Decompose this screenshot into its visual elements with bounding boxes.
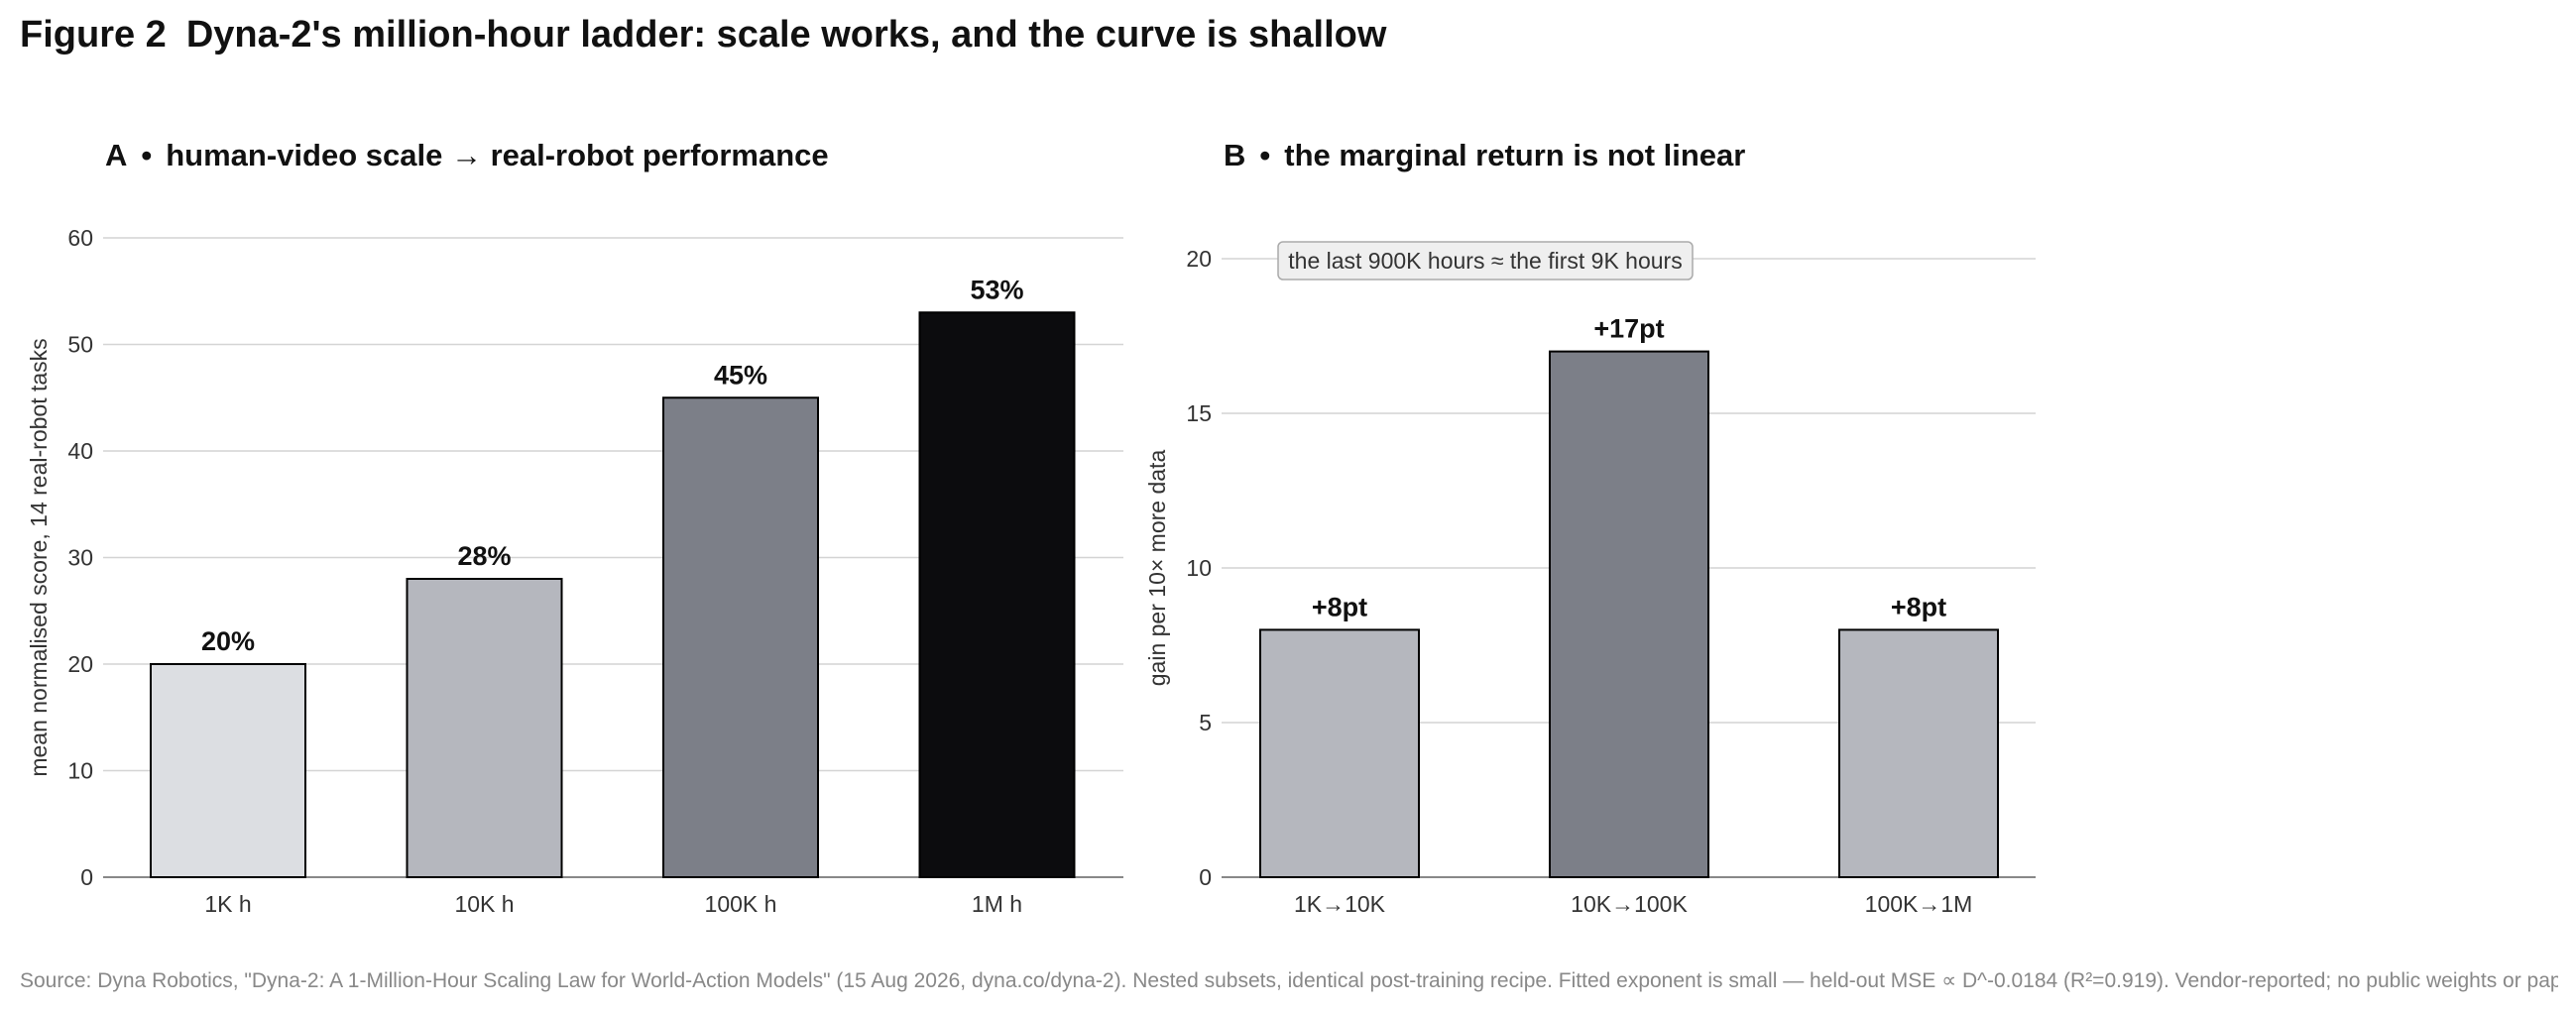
panel-b-ytick-label: 5 [1199, 710, 1212, 735]
panel-a-value-label: 45% [714, 360, 767, 390]
panel-a-ytick-label: 0 [80, 864, 93, 890]
figure-title: Figure 2 Dyna-2's million-hour ladder: sc… [20, 10, 1386, 59]
panel-a-bar [918, 311, 1076, 878]
panel-b-annotation-box [1277, 241, 1694, 281]
panel-b-title-text: the marginal return is not linear [1284, 138, 1746, 172]
figure-number: Figure 2 [20, 14, 167, 56]
panel-b-ytick-label: 20 [1186, 246, 1212, 272]
panel-a-title: A • human-video scale → real-robot perform… [105, 136, 829, 175]
panel-a-value-label: 20% [201, 626, 255, 656]
panel-b-letter: B [1224, 138, 1246, 172]
source-note: Source: Dyna Robotics, "Dyna-2: A 1-Mill… [20, 969, 2558, 992]
panel-b-category-label: 1K→10K [1294, 891, 1386, 917]
panel-b-ytick-label: 15 [1186, 400, 1212, 426]
panel-a-letter: A [105, 138, 128, 172]
panel-a-ytick-label: 60 [67, 225, 93, 251]
panel-a-bar [662, 396, 819, 878]
panel-a-ytick-label: 50 [67, 332, 93, 358]
panel-b-value-label: +8pt [1891, 592, 1946, 621]
panel-a-bar [406, 578, 563, 878]
panel-a-category-label: 100K h [705, 891, 777, 917]
panel-b-title: B • the marginal return is not linear [1224, 136, 1745, 175]
panel-a-title-text: human-video scale → real-robot performan… [166, 138, 829, 172]
panel-b-ytick-label: 10 [1186, 555, 1212, 581]
panel-a-ytick-label: 40 [67, 438, 93, 464]
panel-a-ytick-label: 20 [67, 651, 93, 677]
panel-b-bar [1838, 628, 1999, 879]
panel-a-chart: 0 10 20 30 40 50 60 mean normalised score, 14 r… [26, 225, 1123, 917]
panel-a-bar [150, 663, 306, 878]
panel-a-y-axis-label: mean normalised score, 14 real-robot tas… [26, 338, 52, 776]
panel-b-chart: 0 5 10 15 20 gain per 10× more data +8pt 1K→10K… [1144, 241, 2036, 917]
panel-b-category-label: 100K→1M [1865, 891, 1973, 917]
panel-a-ytick-label: 10 [67, 758, 93, 784]
panel-a-category-label: 1M h [972, 891, 1022, 917]
figure-title-text: Dyna-2's million-hour ladder: scale work… [185, 14, 1387, 56]
panel-b-bar [1549, 350, 1709, 879]
panel-a-category-label: 1K h [204, 891, 251, 917]
panel-b-value-label: +17pt [1593, 314, 1664, 344]
panel-b-category-label: 10K→100K [1571, 891, 1688, 917]
panel-b-ytick-label: 0 [1199, 864, 1212, 890]
panel-b-annotation-text: the last 900K hours ≈ the first 9K hours [1288, 248, 1682, 274]
panel-a-ytick-label: 30 [67, 545, 93, 571]
panel-b-separator: • [1259, 138, 1271, 172]
panel-a-separator: • [141, 138, 153, 172]
panel-b-value-label: +8pt [1312, 592, 1367, 621]
panel-a-category-label: 10K h [454, 891, 514, 917]
panel-a-value-label: 28% [457, 541, 511, 571]
panel-b-bar [1259, 628, 1420, 879]
panel-b-y-axis-label: gain per 10× more data [1144, 450, 1170, 687]
panel-a-value-label: 53% [970, 275, 1023, 304]
